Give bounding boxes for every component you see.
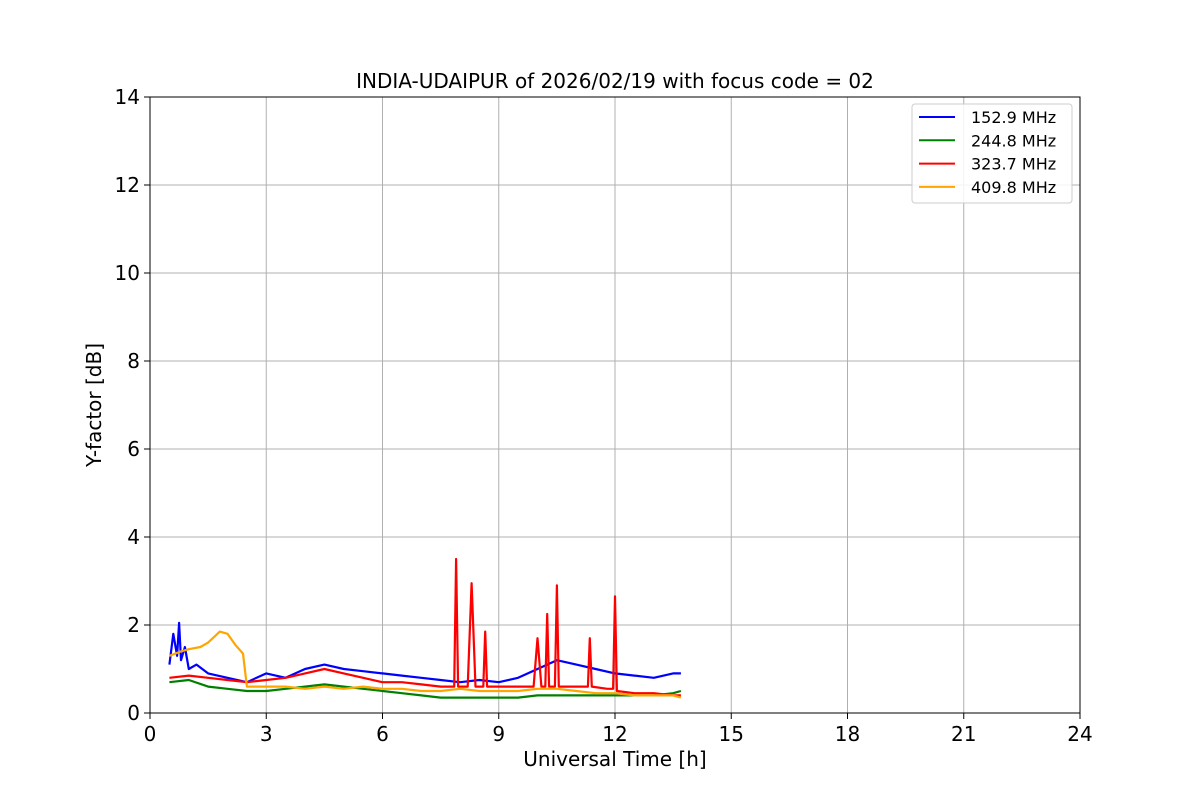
y-tick-label: 10 — [115, 261, 140, 285]
y-axis-title: Y-factor [dB] — [82, 343, 106, 468]
series-line-152-9-mhz — [168, 621, 681, 684]
x-tick-label: 18 — [835, 722, 860, 746]
y-tick-label: 12 — [115, 173, 140, 197]
x-tick-label: 24 — [1067, 722, 1092, 746]
legend-label: 244.8 MHz — [971, 131, 1056, 150]
x-tick-label: 0 — [144, 722, 157, 746]
y-tick-label: 6 — [127, 437, 140, 461]
y-tick-label: 14 — [115, 85, 140, 109]
chart-title: INDIA-UDAIPUR of 2026/02/19 with focus c… — [356, 69, 874, 93]
y-tick-label: 0 — [127, 701, 140, 725]
x-tick-label: 21 — [951, 722, 976, 746]
legend-label: 152.9 MHz — [971, 108, 1056, 127]
series-layer — [168, 557, 682, 699]
x-tick-label: 9 — [492, 722, 505, 746]
series-line-409-8-mhz — [169, 630, 682, 699]
legend: 152.9 MHz 244.8 MHz 323.7 MHz 409.8 MHz — [911, 103, 1073, 204]
y-tick-label: 2 — [127, 613, 140, 637]
legend-box — [911, 103, 1073, 204]
x-tick-label: 6 — [376, 722, 389, 746]
x-axis-title: Universal Time [h] — [523, 747, 706, 771]
series-line-323-7-mhz — [169, 557, 681, 697]
x-tick-label: 3 — [260, 722, 273, 746]
legend-label: 323.7 MHz — [971, 155, 1056, 174]
y-tick-label: 8 — [127, 349, 140, 373]
x-tick-label: 12 — [602, 722, 627, 746]
legend-label: 409.8 MHz — [971, 178, 1056, 197]
series-line-244-8-mhz — [169, 678, 682, 699]
x-tick-label: 15 — [719, 722, 744, 746]
y-tick-label: 4 — [127, 525, 140, 549]
